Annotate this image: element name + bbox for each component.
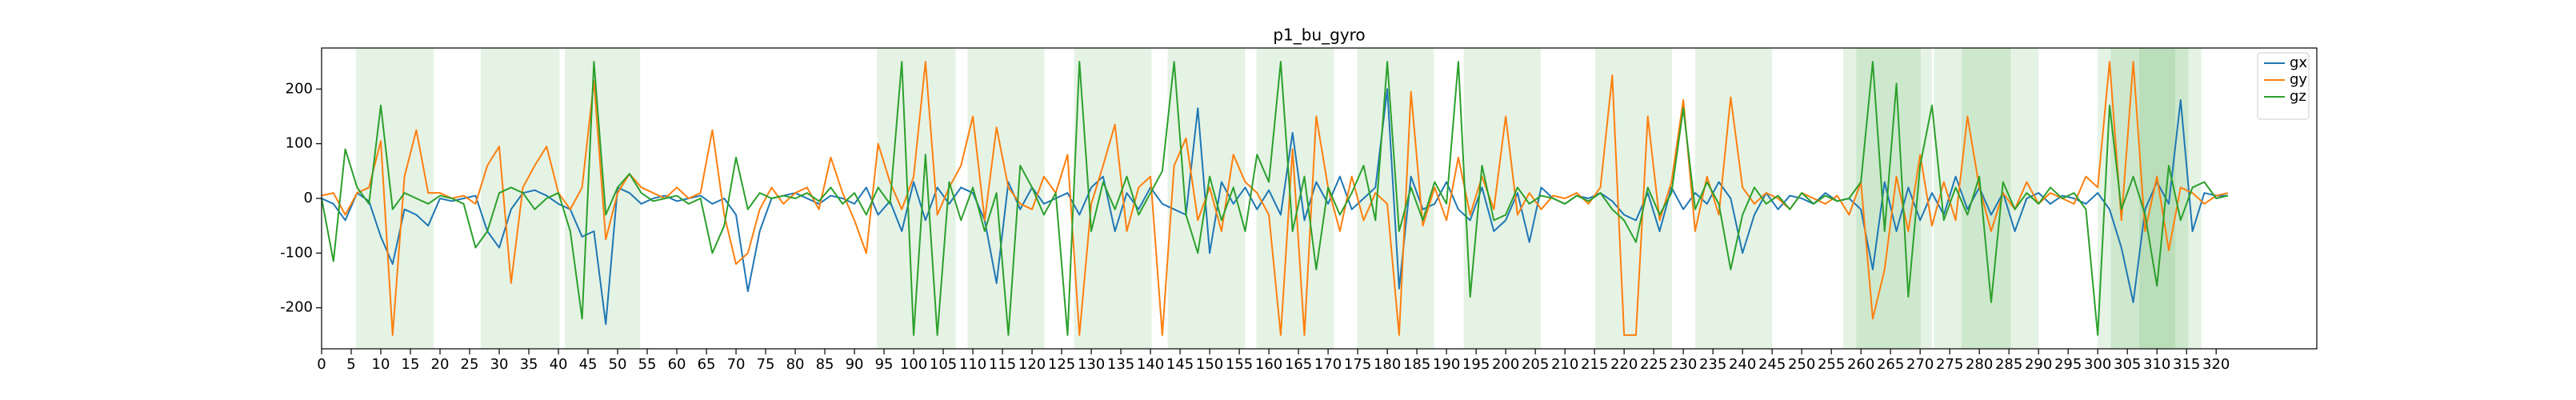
x-tick-label: 190: [1433, 356, 1460, 373]
x-tick-label: 130: [1078, 356, 1105, 373]
series-line: [322, 61, 2229, 336]
x-tick-label: 280: [1966, 356, 1993, 373]
x-tick-label: 285: [1995, 356, 2022, 373]
x-tick-label: 275: [1936, 356, 1963, 373]
highlight-span: [1463, 48, 1541, 349]
x-tick-label: 205: [1522, 356, 1549, 373]
x-tick-label: 75: [757, 356, 775, 373]
x-tick-label: 70: [727, 356, 746, 373]
legend-label: gx: [2290, 54, 2307, 71]
x-tick-label: 295: [2054, 356, 2082, 373]
x-tick-label: 30: [490, 356, 509, 373]
x-tick-label: 125: [1048, 356, 1075, 373]
x-tick-label: 50: [609, 356, 627, 373]
x-tick-label: 255: [1818, 356, 1845, 373]
legend-label: gz: [2290, 88, 2306, 105]
series-line: [322, 88, 2228, 326]
x-tick-label: 135: [1107, 356, 1134, 373]
x-tick-label: 145: [1166, 356, 1194, 373]
x-tick-label: 315: [2173, 356, 2200, 373]
lines: [322, 61, 2229, 336]
x-tick-label: 65: [698, 356, 716, 373]
y-tick-label: 0: [304, 190, 313, 206]
x-tick-label: 35: [520, 356, 538, 373]
x-tick-label: 235: [1699, 356, 1726, 373]
x-tick-label: 305: [2114, 356, 2141, 373]
x-tick-label: 40: [550, 356, 568, 373]
x-tick-label: 5: [346, 356, 355, 373]
legend-box: [2257, 52, 2310, 120]
x-tick-label: 95: [875, 356, 894, 373]
y-tick-label: -100: [280, 244, 313, 261]
x-tick-label: 260: [1847, 356, 1874, 373]
highlight-span: [1594, 48, 1673, 349]
x-tick-label: 25: [461, 356, 479, 373]
x-tick-label: 20: [431, 356, 450, 373]
spans: [355, 48, 2202, 349]
x-tick-label: 195: [1462, 356, 1490, 373]
x-tick-label: 265: [1877, 356, 1904, 373]
x-tick-label: 240: [1729, 356, 1756, 373]
x-tick-label: 180: [1374, 356, 1401, 373]
x-tick-label: 85: [816, 356, 834, 373]
y-tick-label: 200: [286, 80, 313, 97]
x-tick-label: 55: [638, 356, 657, 373]
chart-title: p1_bu_gyro: [1273, 26, 1365, 45]
y-tick-label: -200: [280, 299, 313, 316]
x-tick-label: 160: [1255, 356, 1282, 373]
x-tick-label: 15: [402, 356, 420, 373]
x-tick-label: 0: [317, 356, 326, 373]
x-tick-label: 175: [1344, 356, 1371, 373]
x-tick-label: 120: [1018, 356, 1046, 373]
x-tick-label: 270: [1906, 356, 1934, 373]
x-tick-label: 110: [959, 356, 986, 373]
x-tick-label: 225: [1640, 356, 1667, 373]
x-tick-label: 245: [1758, 356, 1786, 373]
x-tick-label: 220: [1610, 356, 1638, 373]
x-tick-label: 45: [579, 356, 598, 373]
x-tick-label: 215: [1581, 356, 1608, 373]
x-tick-label: 155: [1226, 356, 1253, 373]
x-tick-label: 310: [2143, 356, 2170, 373]
series-line: [322, 61, 2229, 336]
x-tick-label: 165: [1285, 356, 1312, 373]
x-tick-label: 140: [1137, 356, 1164, 373]
x-tick-label: 10: [372, 356, 390, 373]
y-tick-label: 100: [286, 135, 313, 152]
x-tick-label: 115: [989, 356, 1016, 373]
x-tick-label: 290: [2025, 356, 2052, 373]
x-tick-label: 90: [846, 356, 864, 373]
x-tick-label: 320: [2202, 356, 2230, 373]
x-tick-label: 250: [1788, 356, 1815, 373]
x-tick-label: 150: [1196, 356, 1223, 373]
x-tick-label: 60: [668, 356, 686, 373]
x-tick-label: 200: [1492, 356, 1519, 373]
x-tick-label: 170: [1314, 356, 1342, 373]
x-tick-label: 100: [900, 356, 927, 373]
x-tick-label: 230: [1670, 356, 1697, 373]
highlight-span: [2138, 48, 2202, 349]
x-tick-label: 300: [2084, 356, 2111, 373]
x-tick-label: 210: [1551, 356, 1578, 373]
x-tick-label: 185: [1403, 356, 1430, 373]
x-tick-label: 80: [786, 356, 805, 373]
x-tick-label: 105: [930, 356, 957, 373]
legend-label: gy: [2290, 71, 2307, 88]
